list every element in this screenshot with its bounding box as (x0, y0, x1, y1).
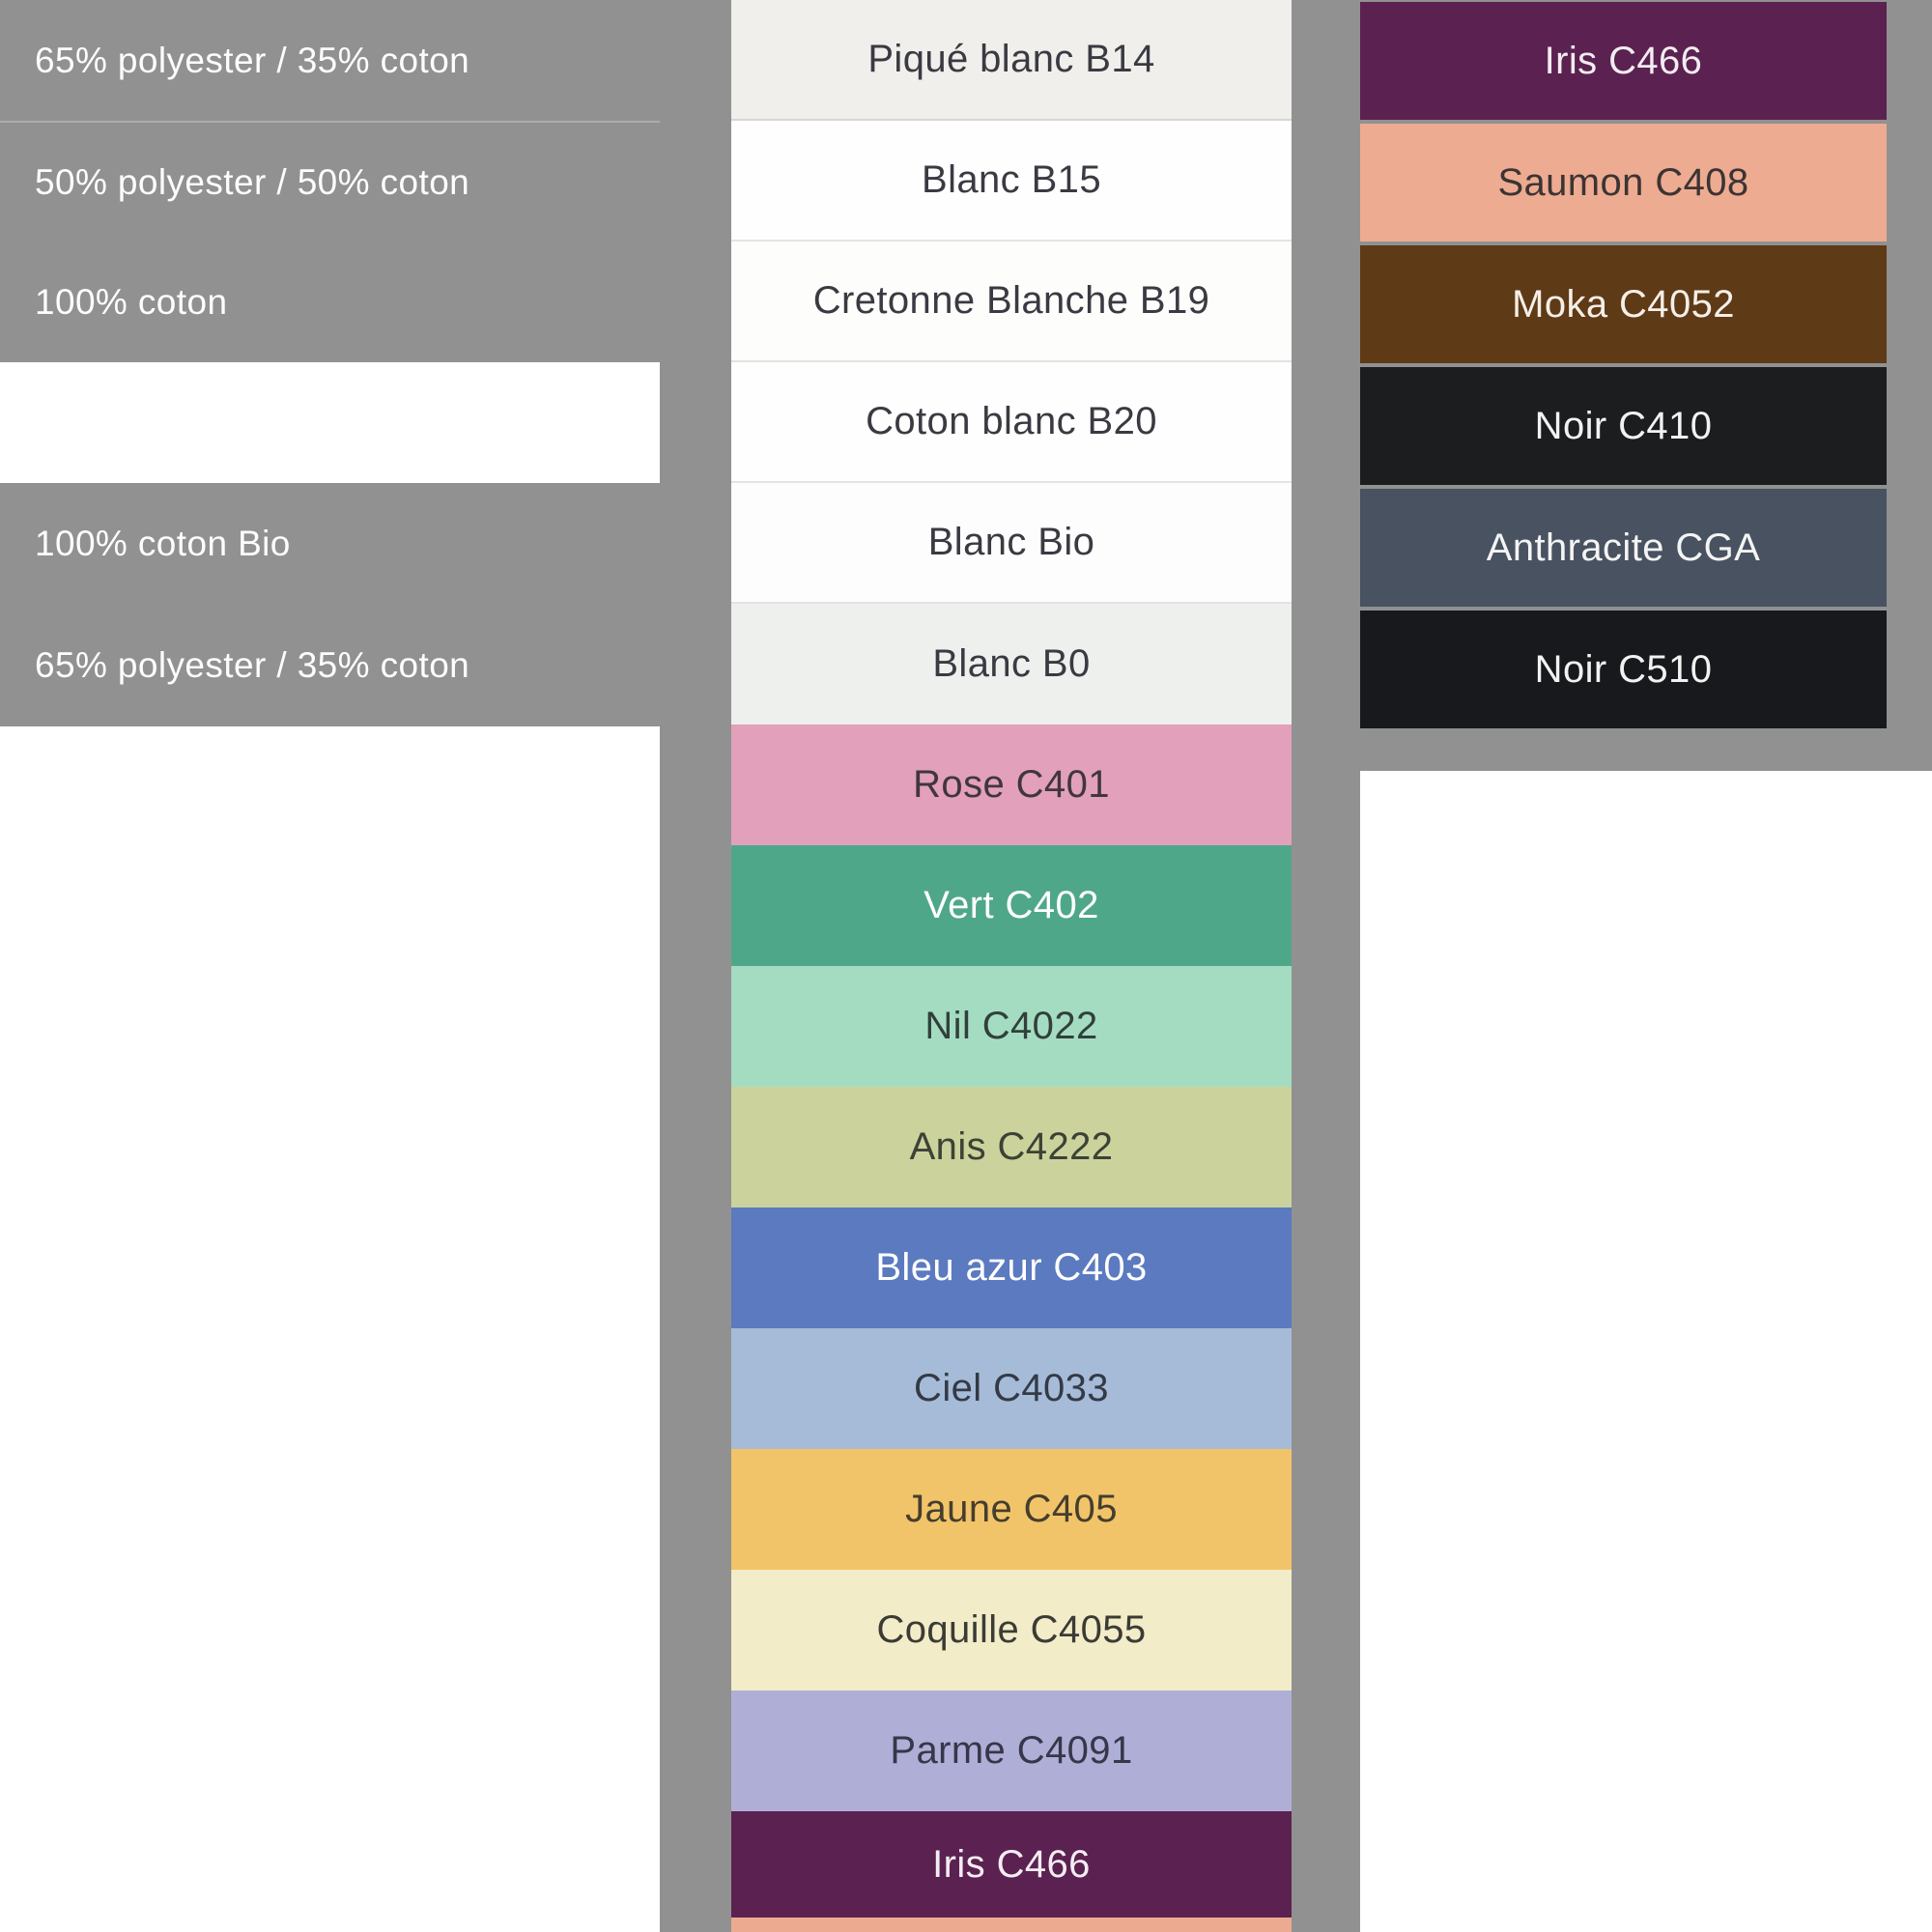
swatch-label: Noir C410 (1534, 404, 1713, 447)
composition-row: 65% polyester / 35% coton (0, 0, 660, 121)
swatch-label: Vert C402 (923, 884, 1099, 926)
fabric-swatch[interactable]: Coquille C4055 (731, 1570, 1292, 1690)
fabric-swatch[interactable]: Moka C4052 (1360, 245, 1887, 363)
fabric-swatch[interactable]: Ciel C4033 (731, 1328, 1292, 1449)
fabric-swatch[interactable]: Rose C401 (731, 724, 1292, 845)
swatch-label: Rose C401 (913, 763, 1110, 806)
composition-row: 100% coton Bio (0, 483, 660, 604)
fabric-swatch[interactable]: Iris C466 (731, 1811, 1292, 1918)
swatch-label: Iris C466 (1544, 39, 1703, 82)
fabric-swatch[interactable]: Noir C410 (1360, 367, 1887, 485)
swatch-label: Noir C510 (1534, 647, 1713, 691)
composition-row: 65% polyester / 35% coton (0, 604, 660, 726)
fabric-swatch[interactable]: Coton blanc B20 (731, 362, 1292, 483)
swatch-label: Saumon C408 (1497, 160, 1749, 204)
composition-label: 50% polyester / 50% coton (35, 161, 470, 202)
swatch-label: Coquille C4055 (876, 1608, 1147, 1651)
fabric-swatch-column-main: Piqué blanc B14 Blanc B15 Cretonne Blanc… (731, 0, 1292, 1932)
composition-label: 100% coton Bio (35, 523, 291, 563)
fabric-swatch[interactable]: Vert C402 (731, 845, 1292, 966)
swatch-label: Nil C4022 (924, 1005, 1098, 1047)
swatch-label: Blanc B15 (922, 158, 1101, 201)
swatch-label: Piqué blanc B14 (867, 38, 1155, 80)
fabric-swatch-column-right: Iris C466 Saumon C408 Moka C4052 Noir C4… (1360, 2, 1887, 732)
right-swatch-area: Iris C466 Saumon C408 Moka C4052 Noir C4… (1360, 0, 1932, 771)
composition-label: 65% polyester / 35% coton (35, 644, 470, 685)
composition-row (0, 362, 660, 483)
fabric-swatch[interactable]: Cretonne Blanche B19 (731, 242, 1292, 362)
swatch-label: Bleu azur C403 (875, 1246, 1148, 1289)
swatch-label: Anthracite CGA (1486, 526, 1761, 569)
swatch-label: Cretonne Blanche B19 (812, 279, 1210, 322)
fabric-swatch[interactable]: Noir C510 (1360, 611, 1887, 728)
fabric-swatch[interactable]: Saumon C408 (1360, 124, 1887, 242)
swatch-label: Iris C466 (932, 1842, 1091, 1886)
fabric-swatch[interactable]: Blanc B15 (731, 121, 1292, 242)
composition-row: 50% polyester / 50% coton (0, 121, 660, 242)
fabric-swatch[interactable]: Blanc Bio (731, 483, 1292, 604)
gray-gap-right (1292, 0, 1360, 1932)
swatch-label: Ciel C4033 (914, 1367, 1109, 1409)
fabric-swatch[interactable]: Bleu azur C403 (731, 1208, 1292, 1328)
swatch-label: Anis C4222 (909, 1125, 1114, 1168)
fabric-swatch[interactable] (731, 1918, 1292, 1932)
fabric-swatch[interactable]: Anis C4222 (731, 1087, 1292, 1208)
fabric-swatch[interactable]: Piqué blanc B14 (731, 0, 1292, 121)
fabric-swatch[interactable]: Nil C4022 (731, 966, 1292, 1087)
fabric-swatch[interactable]: Parme C4091 (731, 1690, 1292, 1811)
fabric-swatch[interactable]: Blanc B0 (731, 604, 1292, 724)
composition-label-panel: 65% polyester / 35% coton 50% polyester … (0, 0, 660, 726)
fabric-swatch[interactable]: Anthracite CGA (1360, 489, 1887, 607)
composition-row: 100% coton (0, 242, 660, 362)
swatch-label: Blanc B0 (932, 642, 1091, 685)
gray-gap-left (660, 0, 731, 1932)
swatch-label: Blanc Bio (927, 521, 1095, 563)
swatch-label: Moka C4052 (1512, 282, 1735, 326)
swatch-label: Coton blanc B20 (866, 400, 1157, 442)
fabric-swatch[interactable]: Iris C466 (1360, 2, 1887, 120)
composition-label: 65% polyester / 35% coton (35, 40, 470, 80)
composition-label: 100% coton (35, 281, 228, 322)
swatch-label: Jaune C405 (905, 1488, 1118, 1530)
swatch-label: Parme C4091 (890, 1729, 1133, 1772)
fabric-swatch[interactable]: Jaune C405 (731, 1449, 1292, 1570)
